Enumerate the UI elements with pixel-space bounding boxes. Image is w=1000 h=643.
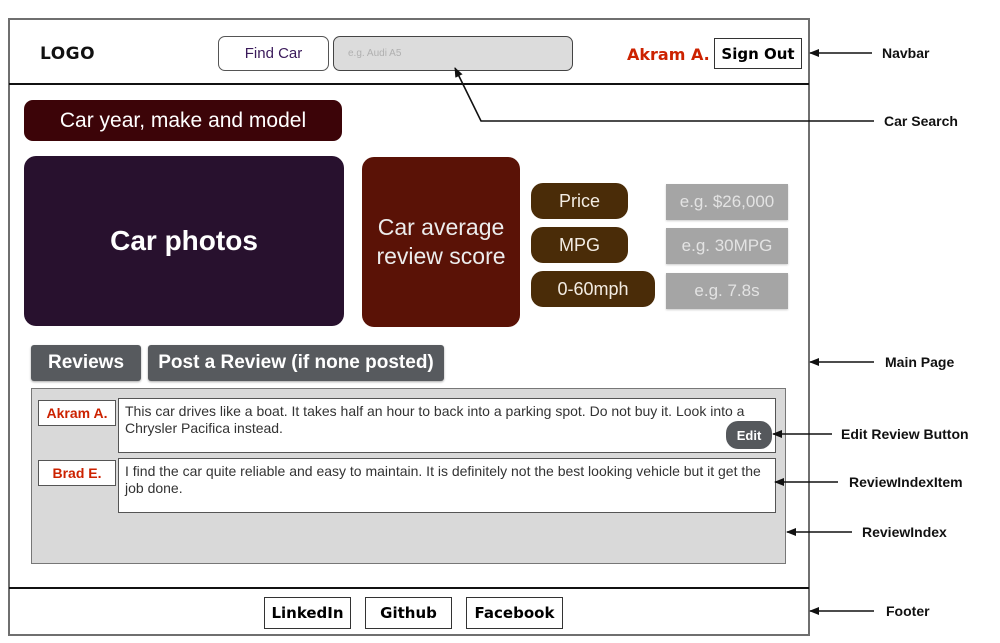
facebook-link[interactable]: Facebook: [466, 597, 563, 629]
acceleration-value: e.g. 7.8s: [666, 273, 788, 309]
review-index-item-annotation: ReviewIndexItem: [849, 474, 963, 490]
footer-divider: [9, 587, 809, 589]
navbar-divider: [9, 83, 809, 85]
edit-review-button[interactable]: Edit: [726, 421, 772, 449]
main-page-annotation: Main Page: [885, 354, 955, 370]
car-search-arrow: [454, 67, 874, 122]
car-search-input[interactable]: e.g. Audi A5: [333, 36, 573, 71]
github-link[interactable]: Github: [365, 597, 452, 629]
price-label: Price: [531, 183, 628, 219]
review-text: This car drives like a boat. It takes ha…: [118, 398, 776, 453]
mpg-label: MPG: [531, 227, 628, 263]
wireframe-frame: [8, 18, 810, 636]
sign-out-button[interactable]: Sign Out: [714, 38, 802, 69]
score-label-line2: review score: [376, 243, 506, 269]
find-car-button[interactable]: Find Car: [218, 36, 329, 71]
score-label-line1: Car average: [377, 214, 505, 240]
car-title: Car year, make and model: [24, 100, 342, 141]
footer-annotation: Footer: [886, 603, 930, 619]
linkedin-link[interactable]: LinkedIn: [264, 597, 351, 629]
average-review-score: Car average review score: [362, 157, 520, 327]
review-author[interactable]: Akram A.: [38, 400, 116, 426]
acceleration-label: 0-60mph: [531, 271, 655, 307]
review-text: I find the car quite reliable and easy t…: [118, 458, 776, 513]
navbar-annotation: Navbar: [882, 45, 930, 61]
review-author[interactable]: Brad E.: [38, 460, 116, 486]
edit-review-annotation: Edit Review Button: [841, 426, 969, 442]
mpg-value: e.g. 30MPG: [666, 228, 788, 264]
user-name[interactable]: Akram A.: [627, 45, 710, 64]
car-photos[interactable]: Car photos: [24, 156, 344, 326]
post-review-tab[interactable]: Post a Review (if none posted): [148, 345, 444, 381]
car-search-annotation: Car Search: [884, 113, 958, 129]
reviews-tab[interactable]: Reviews: [31, 345, 141, 381]
review-index-annotation: ReviewIndex: [862, 524, 947, 540]
price-value: e.g. $26,000: [666, 184, 788, 220]
logo[interactable]: LOGO: [40, 44, 96, 64]
